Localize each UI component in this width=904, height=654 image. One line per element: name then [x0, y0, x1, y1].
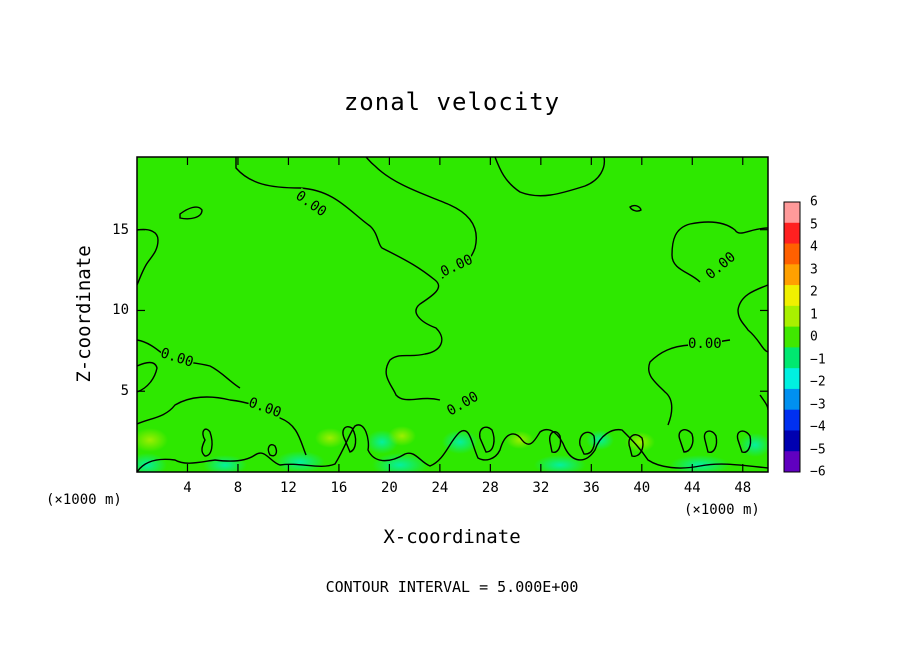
x-tick-label: 28: [481, 480, 499, 496]
x-tick-label: 32: [532, 480, 550, 496]
colorbar-swatch: [784, 409, 800, 431]
colorbar-swatch: [784, 264, 800, 286]
colorbar-swatch: [784, 326, 800, 348]
colorbar-swatch: [784, 368, 800, 390]
x-tick-label: 8: [233, 480, 243, 496]
contour-label: 0.00: [688, 336, 722, 352]
colorbar-frame: [783, 201, 801, 473]
x-tick-label: 24: [431, 480, 449, 496]
colorbar-swatch: [784, 451, 800, 473]
colorbar-swatch: [784, 285, 800, 307]
x-tick-label: 4: [183, 480, 192, 496]
colorbar-label: −5: [810, 442, 826, 457]
colorbar-swatch: [784, 430, 800, 452]
colorbar-swatch: [784, 305, 800, 328]
colorbar-label: −1: [810, 352, 826, 367]
colorbar-swatch: [784, 388, 800, 411]
y-tick-label: 15: [112, 221, 129, 238]
colorbar-label: 0: [810, 329, 818, 345]
colorbar-label: 2: [810, 284, 818, 300]
x-unit-label-right: (×1000 m): [684, 502, 760, 518]
x-tick-label: 12: [280, 480, 297, 496]
colorbar-swatch: [784, 222, 800, 245]
x-tick-label: 36: [582, 480, 600, 496]
y-tick-label: 5: [120, 383, 129, 400]
contour-interval-note: CONTOUR INTERVAL = 5.000E+00: [325, 578, 579, 596]
chart-title: zonal velocity: [343, 88, 561, 116]
colorbar-label: 4: [810, 239, 818, 255]
x-tick-label: 44: [683, 480, 701, 496]
x-unit-label-left: (×1000 m): [46, 492, 122, 508]
colorbar-label: 5: [810, 217, 818, 232]
y-tick-label: 10: [112, 302, 129, 319]
colorbar-label: 6: [810, 194, 818, 210]
colorbar-label: −4: [810, 419, 826, 435]
colorbar-label: −2: [810, 374, 826, 390]
colorbar-label: −6: [810, 464, 826, 480]
colorbar-label: 1: [810, 307, 818, 322]
near-surface-anomalies: [137, 426, 768, 472]
x-axis-label: X-coordinate: [383, 526, 521, 548]
colorbar-swatch: [784, 243, 800, 265]
colorbar-label: 3: [810, 262, 818, 277]
y-axis-label: Z-coordinate: [73, 245, 95, 383]
colorbar-label: −3: [810, 397, 826, 412]
plot-frame: [136, 156, 769, 473]
colorbar-swatch: [784, 347, 800, 369]
x-tick-label: 20: [380, 480, 398, 496]
field-background: [137, 157, 768, 472]
colorbar: [784, 202, 800, 473]
x-tick-label: 16: [330, 480, 348, 496]
tick-marks: [137, 157, 768, 472]
colorbar-swatch: [784, 202, 800, 224]
x-tick-label: 40: [633, 480, 651, 496]
x-tick-label: 48: [734, 480, 752, 496]
